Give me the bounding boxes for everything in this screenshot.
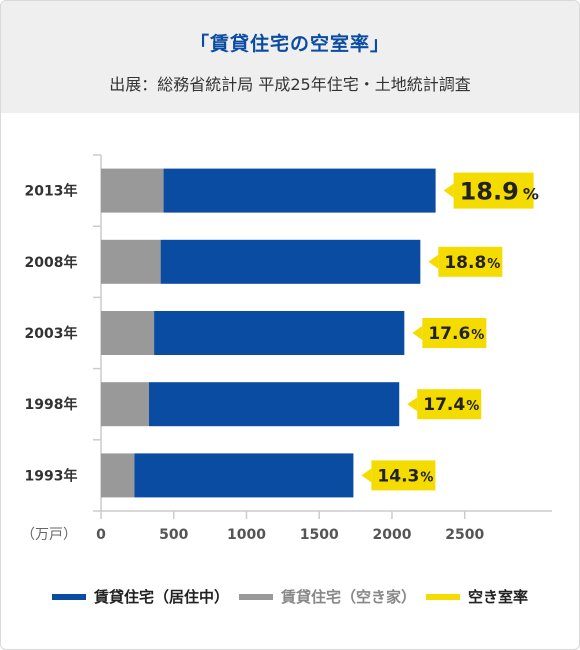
category-label: 2008年 — [25, 254, 78, 271]
category-label: 1998年 — [25, 396, 78, 413]
rate-callout-box — [371, 460, 436, 491]
x-tick-label: 0 — [96, 527, 106, 543]
vacancy-rate-bar-chart: 0 500 1000 1500 2000 2500 （万戸） 2013年 18.9 % 2008年 1… — [21, 154, 552, 543]
bar-vacant — [101, 453, 135, 498]
x-tick-label: 2000 — [372, 527, 411, 543]
legend-item-rate: 空き室率 — [426, 586, 528, 607]
rate-unit: % — [471, 328, 484, 343]
rate-callout-pointer — [412, 326, 423, 340]
rate-label: 18.9% — [460, 178, 539, 206]
rate-unit: % — [523, 185, 539, 204]
rate-label: 17.4% — [423, 395, 479, 415]
bar-vacant — [101, 239, 161, 284]
rate-unit: % — [487, 257, 500, 272]
rate-value: 14.3 — [377, 466, 419, 486]
x-tick-label: 2500 — [445, 527, 484, 543]
rate-callout-pointer — [407, 397, 418, 412]
bar-occupied — [154, 311, 405, 355]
rate-callout-pointer — [361, 468, 372, 483]
chart-title: 「賃貸住宅の空室率」 — [189, 33, 390, 55]
rate-value: 17.6 — [428, 324, 470, 344]
legend-swatch-vacant — [238, 593, 273, 600]
rate-callout-box — [422, 318, 487, 348]
rate-unit: % — [466, 399, 479, 414]
x-tick-label: 1500 — [300, 527, 339, 543]
bar-occupied — [134, 453, 354, 498]
chart-legend: 賃貸住宅（居住中） 賃貸住宅（空き家） 空き室率 — [1, 586, 579, 607]
rate-label: 18.8% — [444, 253, 500, 273]
rate-callout-pointer — [443, 183, 454, 198]
x-axis-unit: （万戸） — [21, 527, 77, 543]
chart-source: 出展：総務省統計局 平成25年住宅・土地統計調査 — [109, 75, 471, 94]
rate-label: 17.6% — [428, 324, 484, 344]
rate-unit: % — [420, 470, 433, 485]
legend-swatch-occupied — [51, 593, 86, 600]
rate-value: 17.4 — [423, 395, 465, 415]
rate-callout-box — [417, 389, 482, 420]
rate-callout-pointer — [428, 254, 439, 269]
bar-vacant — [101, 168, 164, 213]
legend-label-rate: 空き室率 — [468, 588, 529, 606]
rate-callout-box — [453, 172, 534, 209]
bar-occupied — [149, 382, 400, 427]
bar-vacant — [101, 311, 155, 355]
x-tick-label: 500 — [159, 527, 188, 543]
bar-occupied — [160, 239, 421, 284]
chart-header: 「賃貸住宅の空室率」 出展：総務省統計局 平成25年住宅・土地統計調査 — [1, 1, 579, 113]
rate-label: 14.3% — [377, 466, 433, 486]
category-label: 1993年 — [25, 467, 78, 484]
legend-item-vacant: 賃貸住宅（空き家） — [238, 586, 416, 607]
legend-label-occupied: 賃貸住宅（居住中） — [93, 588, 229, 606]
rate-callout-box — [438, 246, 503, 277]
category-label: 2003年 — [25, 325, 78, 342]
legend-label-vacant: 賃貸住宅（空き家） — [280, 588, 416, 606]
legend-swatch-rate — [426, 593, 460, 600]
x-tick-label: 1000 — [227, 527, 266, 543]
category-label: 2013年 — [25, 183, 78, 200]
bar-occupied — [163, 168, 436, 213]
rate-value: 18.9 — [460, 178, 519, 206]
rate-value: 18.8 — [444, 253, 486, 273]
bar-vacant — [101, 382, 150, 427]
legend-item-occupied: 賃貸住宅（居住中） — [51, 586, 229, 607]
